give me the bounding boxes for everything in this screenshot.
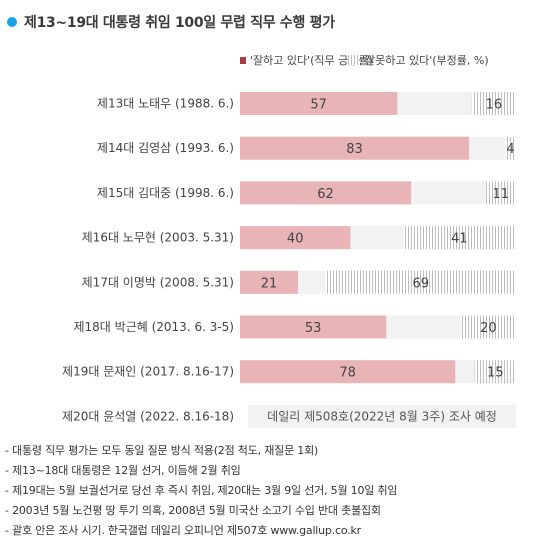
footnote: - 괄호 안은 조사 시기. 한국갤럽 데일리 오피니언 제507호 www.g… xyxy=(5,524,361,537)
pending-note: 데일리 제508호(2022년 8월 3주) 조사 예정 xyxy=(267,409,497,423)
data-label-positive: 78 xyxy=(339,366,356,381)
legend-item-positive: '잘하고 있다'(직무 긍정률) xyxy=(240,52,373,68)
category-label: 제18대 박근혜 (2013. 6. 3-5) xyxy=(74,320,235,334)
footnote: - 2003년 5월 노건평 땅 투기 의혹, 2008년 5월 미국산 소고기… xyxy=(5,504,381,517)
data-label-positive: 53 xyxy=(305,321,322,336)
data-label-positive: 83 xyxy=(346,142,363,157)
legend-swatch-negative xyxy=(348,55,358,65)
bar-positive xyxy=(240,92,398,115)
bar-negative xyxy=(485,181,516,205)
data-label-negative: 16 xyxy=(486,98,503,113)
bar-positive xyxy=(240,270,298,294)
legend-label-negative: '잘못하고 있다'(부정률, %) xyxy=(362,54,489,67)
category-label: 제16대 노무현 (2003. 5.31) xyxy=(82,231,234,245)
bar-negative xyxy=(504,136,516,160)
footnote: - 제19대는 5월 보궐선거로 당선 후 즉시 취임, 제20대는 3월 9일… xyxy=(5,484,398,497)
legend-label-positive: '잘하고 있다'(직무 긍정률) xyxy=(250,54,373,67)
data-label-positive: 21 xyxy=(261,276,278,291)
category-label: 제15대 김대중 (1998. 6.) xyxy=(97,186,234,200)
legend-item-negative: '잘못하고 있다'(부정률, %) xyxy=(348,52,489,68)
data-label-negative: 41 xyxy=(451,232,468,247)
bar-positive xyxy=(240,181,412,205)
bar-negative xyxy=(325,270,516,294)
chart-title: 제13~19대 대통령 취임 100일 무렵 직무 수행 평가 xyxy=(24,15,335,31)
data-label-positive: 57 xyxy=(310,98,327,113)
bar-negative xyxy=(474,360,516,384)
bar-negative xyxy=(402,226,516,250)
bullet-dot-icon xyxy=(7,17,17,27)
footnotes: - 대통령 직무 평가는 모두 동일 질문 방식 적용(2점 척도, 재질문 1… xyxy=(5,441,398,541)
data-label-negative: 11 xyxy=(493,187,510,202)
bar-positive xyxy=(240,226,351,250)
footnote: - 제13~18대 대통령은 12월 선거, 이듬해 2월 취임 xyxy=(5,464,241,477)
data-label-negative: 4 xyxy=(506,142,514,157)
legend-swatch-positive xyxy=(240,56,246,64)
legend: '잘하고 있다'(직무 긍정률) '잘못하고 있다'(부정률, %) xyxy=(0,52,546,68)
bar-positive xyxy=(240,136,470,160)
pending-bar-track xyxy=(248,404,516,428)
bar-positive xyxy=(240,360,456,384)
category-label: 제17대 이명박 (2008. 5.31) xyxy=(82,275,234,289)
data-label-positive: 40 xyxy=(287,232,304,247)
category-label: 제13대 노태우 (1988. 6.) xyxy=(97,97,234,111)
bar-negative xyxy=(471,92,516,115)
category-label: 제19대 문재인 (2017. 8.16-17) xyxy=(62,365,234,379)
bar-positive xyxy=(240,315,387,339)
footnote: - 대통령 직무 평가는 모두 동일 질문 방식 적용(2점 척도, 재질문 1… xyxy=(5,444,319,457)
data-label-negative: 15 xyxy=(487,366,504,381)
category-label: 제14대 김영삼 (1993. 6.) xyxy=(97,141,234,155)
data-label-negative: 20 xyxy=(480,321,497,336)
bar-negative xyxy=(460,315,516,339)
data-label-negative: 69 xyxy=(413,276,430,291)
data-label-positive: 62 xyxy=(317,187,334,202)
bar-chart: 제13대 노태우 (1988. 6.) 57 16 제14대 김영삼 (1993. 6… xyxy=(62,92,516,428)
title-block: 제13~19대 대통령 취임 100일 무렵 직무 수행 평가 xyxy=(7,12,335,32)
category-label-pending: 제20대 윤석열 (2022. 8.16-18) xyxy=(62,409,234,423)
